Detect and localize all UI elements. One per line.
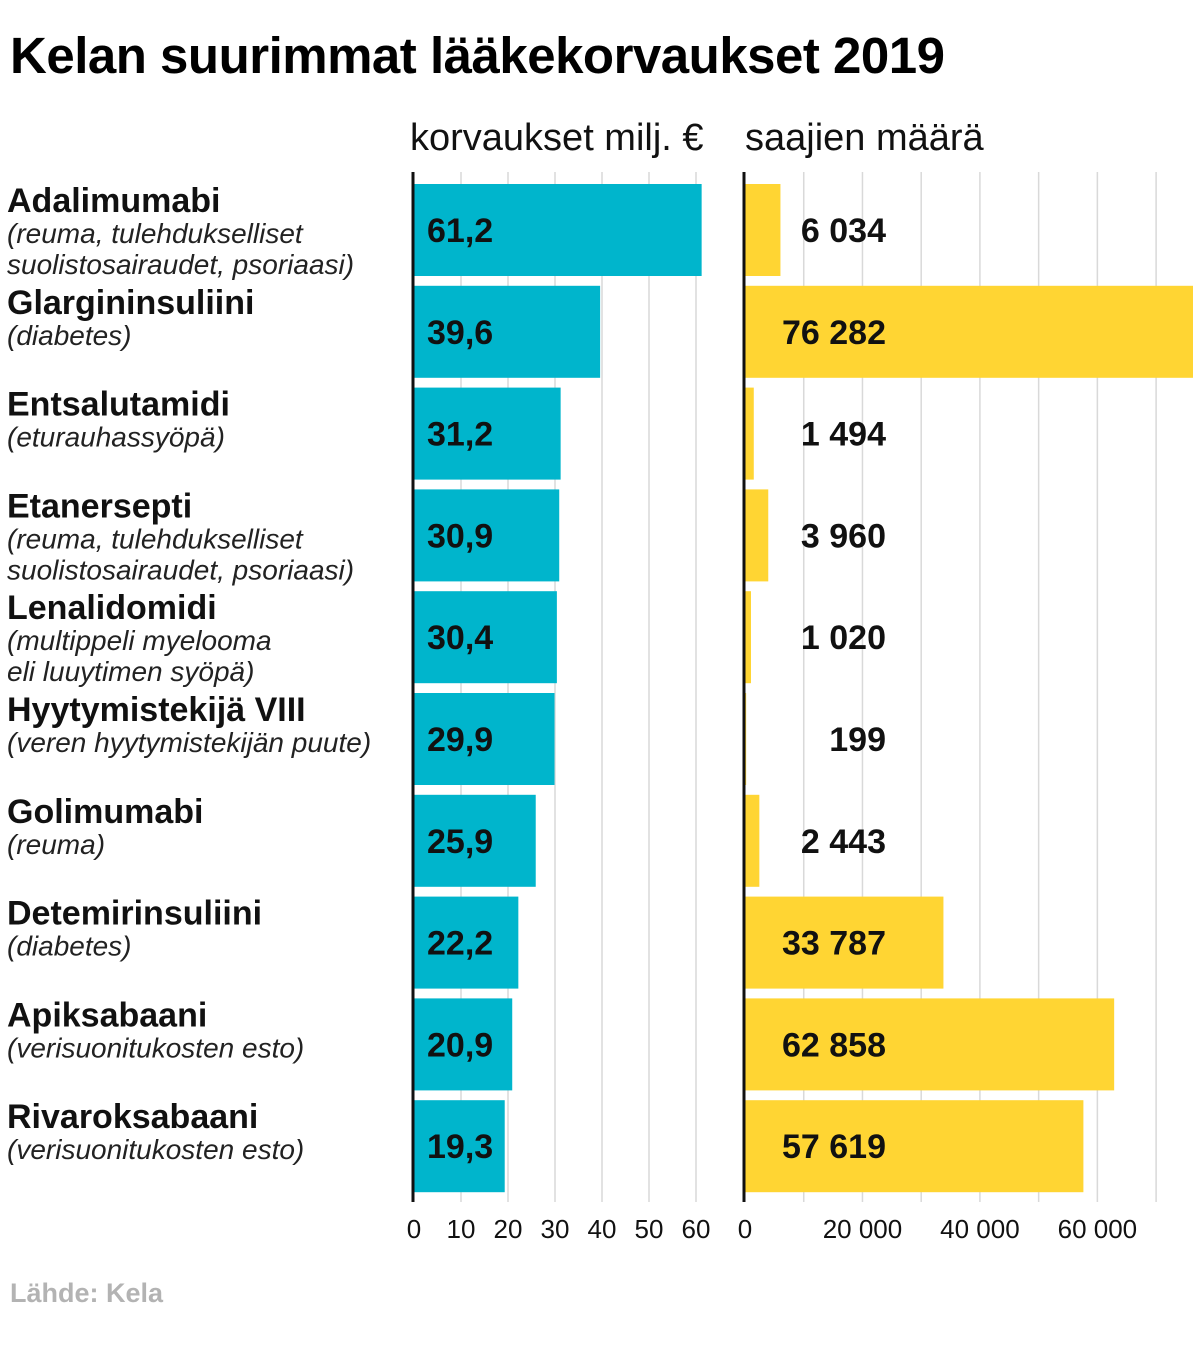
category-description: (multippeli myelooma	[7, 625, 272, 656]
value-label-saajat: 76 282	[782, 314, 886, 352]
tick-label-korvaukset: 40	[588, 1214, 617, 1244]
value-label-saajat: 3 960	[801, 517, 886, 555]
left-panel-heading: korvaukset milj. €	[410, 117, 704, 159]
category-name: Apiksabaani	[7, 996, 207, 1034]
value-label-saajat: 1 494	[801, 416, 886, 454]
bar-saajat	[745, 998, 1115, 1091]
bar-korvaukset	[414, 591, 557, 684]
bar-saajat	[745, 184, 781, 276]
tick-label-korvaukset: 10	[447, 1214, 476, 1244]
value-label-korvaukset: 25,9	[427, 823, 493, 861]
category-description: (reuma)	[7, 829, 105, 860]
tick-label-saajat: 40 000	[940, 1214, 1020, 1244]
category-description: suolistosairaudet, psoriaasi)	[7, 554, 354, 585]
bar-korvaukset	[414, 285, 601, 378]
category-description: (diabetes)	[7, 320, 132, 351]
value-label-korvaukset: 31,2	[427, 416, 493, 454]
tick-label-saajat: 0	[738, 1214, 752, 1244]
category-description: (reuma, tulehdukselliset	[7, 218, 304, 249]
bar-saajat	[745, 1100, 1084, 1193]
tick-label-korvaukset: 20	[494, 1214, 523, 1244]
right-panel-heading: saajien määrä	[745, 117, 984, 159]
category-name: Entsalutamidi	[7, 386, 230, 424]
value-label-saajat: 57 619	[782, 1128, 886, 1166]
category-name: Rivaroksabaani	[7, 1098, 258, 1136]
value-label-saajat: 2 443	[801, 823, 886, 861]
right-bars	[745, 184, 1193, 1193]
category-description: suolistosairaudet, psoriaasi)	[7, 249, 354, 280]
bar-korvaukset	[414, 184, 702, 276]
bar-korvaukset	[414, 794, 536, 887]
source-note: Lähde: Kela	[10, 1278, 164, 1308]
bar-saajat	[745, 693, 747, 785]
tick-label-korvaukset: 30	[541, 1214, 570, 1244]
value-label-korvaukset: 39,6	[427, 314, 493, 352]
left-value-labels: 61,2 39,6 31,2 30,9 30,4 29,9 25,9 22,2 20,9 19,3	[427, 212, 493, 1166]
bar-korvaukset	[414, 1100, 505, 1193]
category-name: Hyytymistekijä VIII	[7, 691, 306, 729]
bar-korvaukset	[414, 693, 555, 785]
value-label-saajat: 1 020	[801, 619, 886, 657]
category-description: eli luuytimen syöpä)	[7, 656, 254, 687]
value-label-saajat: 33 787	[782, 925, 886, 963]
tick-label-korvaukset: 60	[682, 1214, 711, 1244]
tick-label-korvaukset: 50	[635, 1214, 664, 1244]
category-description: (diabetes)	[7, 931, 132, 962]
value-label-korvaukset: 22,2	[427, 925, 493, 963]
left-bars	[414, 184, 702, 1193]
value-label-saajat: 6 034	[801, 212, 886, 250]
bar-korvaukset	[414, 998, 513, 1091]
bar-korvaukset	[414, 387, 561, 480]
category-description: (reuma, tulehdukselliset	[7, 523, 304, 554]
bar-saajat	[745, 794, 760, 887]
bar-saajat	[745, 591, 751, 684]
tick-label-saajat: 20 000	[823, 1214, 903, 1244]
value-label-korvaukset: 30,9	[427, 517, 493, 555]
value-label-korvaukset: 20,9	[427, 1026, 493, 1064]
chart-title: Kelan suurimmat lääkekorvaukset 2019	[10, 27, 945, 84]
category-name: Adalimumabi	[7, 182, 220, 220]
value-label-saajat: 199	[829, 721, 886, 759]
bar-saajat	[745, 489, 769, 582]
bar-saajat	[745, 896, 944, 989]
tick-label-korvaukset: 0	[407, 1214, 421, 1244]
category-description: (verisuonitukosten esto)	[7, 1032, 304, 1063]
category-name: Detemirinsuliini	[7, 895, 262, 933]
category-description: (veren hyytymistekijän puute)	[7, 727, 371, 758]
tick-label-saajat: 60 000	[1058, 1214, 1138, 1244]
bar-korvaukset	[414, 896, 519, 989]
value-label-korvaukset: 29,9	[427, 721, 493, 759]
category-name: Golimumabi	[7, 793, 203, 831]
category-name: Etanersepti	[7, 487, 192, 525]
category-name: Glargininsuliini	[7, 284, 254, 322]
bar-saajat	[745, 387, 754, 480]
category-description: (eturauhassyöpä)	[7, 422, 225, 453]
value-label-korvaukset: 19,3	[427, 1128, 493, 1166]
right-value-labels: 6 034 76 282 1 494 3 960 1 020 199 2 443 33 787…	[782, 212, 886, 1166]
category-labels: Adalimumabi(reuma, tulehduksellisetsuoli…	[7, 182, 371, 1165]
category-description: (verisuonitukosten esto)	[7, 1134, 304, 1165]
bar-charts: Adalimumabi(reuma, tulehduksellisetsuoli…	[7, 172, 1193, 1244]
bar-saajat	[745, 285, 1193, 378]
tick-labels: 0 10 20 30 40 50 60 0 20 000 40 000 60 000	[407, 1214, 1137, 1244]
value-label-korvaukset: 30,4	[427, 619, 493, 657]
category-name: Lenalidomidi	[7, 589, 217, 627]
value-label-korvaukset: 61,2	[427, 212, 493, 250]
bar-korvaukset	[414, 489, 560, 582]
value-label-saajat: 62 858	[782, 1026, 886, 1064]
axes	[411, 172, 746, 1202]
